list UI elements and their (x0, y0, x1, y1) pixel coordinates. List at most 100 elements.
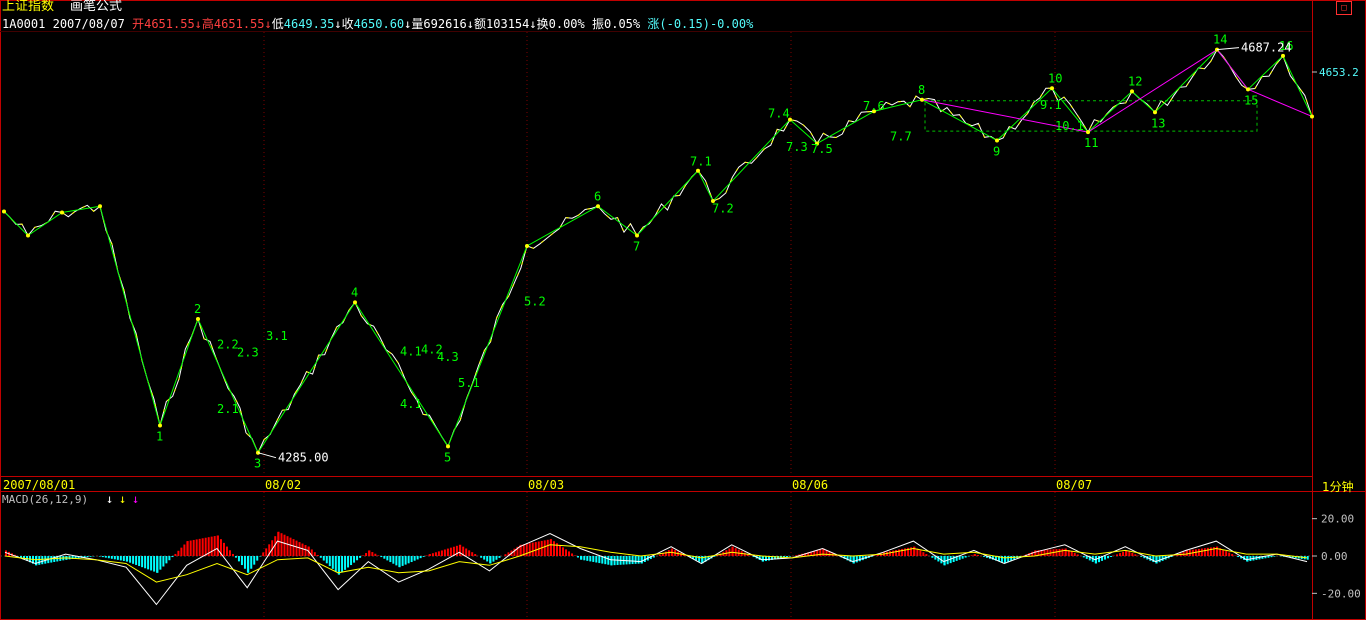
wave-label: 6 (594, 189, 601, 203)
sub-wave-label: 2.1 (217, 402, 239, 416)
wave-label: 8 (918, 83, 925, 97)
sub-wave-label: 4.1 (400, 397, 422, 411)
macd-bar (1240, 556, 1243, 559)
macd-bar (925, 554, 928, 556)
macd-bar (752, 556, 755, 558)
macd-bar (916, 548, 919, 556)
formula-name: 画笔公式 (70, 0, 123, 14)
down-arrow-icon: ↓ (264, 17, 272, 31)
macd-bar (1225, 551, 1228, 556)
macd-bar (1064, 548, 1067, 556)
stroke-line (526, 205, 599, 247)
pivot-dot (1050, 86, 1054, 91)
macd-bar (788, 556, 791, 557)
macd-bar (101, 556, 104, 558)
macd-bar (492, 556, 495, 562)
macd-bar (344, 556, 347, 570)
macd-bar (225, 546, 228, 556)
stroke-line (447, 245, 528, 447)
macd-bar (1000, 556, 1003, 563)
macd-bar (1134, 554, 1137, 556)
pivot-dot (158, 423, 162, 428)
macd-bar (531, 542, 534, 556)
macd-bar (910, 547, 913, 556)
down-arrow-icon: ↓ (106, 492, 114, 506)
macd-bar (122, 556, 125, 561)
macd-bar (98, 556, 101, 557)
stroke-line (1087, 91, 1133, 133)
pivot-dot (1310, 114, 1314, 119)
macd-bar (71, 556, 74, 559)
macd-bar (919, 550, 922, 556)
macd-bar (1291, 556, 1294, 558)
macd-bar (237, 556, 240, 562)
macd-bar (356, 556, 359, 561)
macd-bar (716, 555, 719, 556)
quote-amount-label: 额 (474, 17, 487, 31)
sub-wave-label: 2.3 (237, 346, 259, 360)
macd-bar (23, 556, 25, 560)
macd-bar (1055, 549, 1058, 556)
macd-bar (565, 549, 568, 556)
macd-bar (934, 556, 937, 560)
macd-bar (904, 548, 907, 556)
stroke-line (697, 170, 714, 202)
macd-bar (546, 539, 549, 556)
macd-bar (398, 556, 401, 568)
macd-bar (1116, 554, 1119, 556)
low-leader (257, 452, 277, 459)
timeframe-selector[interactable]: 1分钟 (1322, 480, 1354, 494)
quote-turnover: 0.00% (548, 17, 585, 31)
pivot-dot (196, 317, 200, 322)
macd-bar (231, 553, 234, 556)
macd-bar (368, 550, 371, 556)
macd-bar (586, 556, 589, 561)
sub-wave-label: 4.3 (437, 350, 459, 364)
wave-label: 9 (993, 144, 1000, 158)
maximize-icon[interactable]: □ (1336, 1, 1352, 15)
macd-axis-label: -20.00 (1321, 587, 1361, 600)
pivot-dot (872, 109, 876, 114)
macd-bar (298, 542, 301, 556)
macd-bar (338, 556, 341, 575)
macd-bar (228, 550, 231, 556)
macd-bar (1107, 556, 1110, 559)
macd-bar (1176, 554, 1179, 556)
macd-bar (1206, 547, 1209, 556)
macd-bar (976, 555, 979, 556)
macd-bar (516, 546, 519, 556)
macd-bar (150, 556, 153, 571)
macd-bar (486, 556, 489, 562)
macd-bar (395, 556, 398, 566)
macd-bar (770, 556, 773, 560)
macd-bar (1140, 556, 1143, 557)
macd-bar (243, 556, 246, 569)
stroke-line (1154, 49, 1218, 113)
macd-bar (810, 551, 813, 556)
macd-bar (219, 539, 222, 556)
macd-bar (970, 555, 973, 556)
stroke-line (1247, 55, 1284, 90)
macd-bar (997, 556, 1000, 562)
pivot-dot (446, 444, 450, 449)
quote-open: 4651.55 (144, 17, 195, 31)
macd-bar (1128, 551, 1131, 556)
macd-bar (20, 556, 22, 558)
macd-bar (401, 556, 404, 566)
stroke-line (789, 119, 818, 144)
stroke-line (921, 99, 998, 141)
macd-bar (359, 556, 362, 558)
wave-label: 14 (1213, 33, 1227, 47)
macd-bar (1110, 556, 1113, 557)
macd-bar (559, 545, 562, 556)
quote-low-label: 低 (271, 17, 284, 31)
macd-bar (1070, 551, 1073, 556)
pivot-dot (26, 233, 30, 238)
macd-bar (334, 556, 337, 572)
macd-bar (313, 552, 316, 556)
pivot-dot (98, 204, 102, 209)
macd-bar (982, 556, 985, 557)
macd-bar (943, 556, 946, 566)
